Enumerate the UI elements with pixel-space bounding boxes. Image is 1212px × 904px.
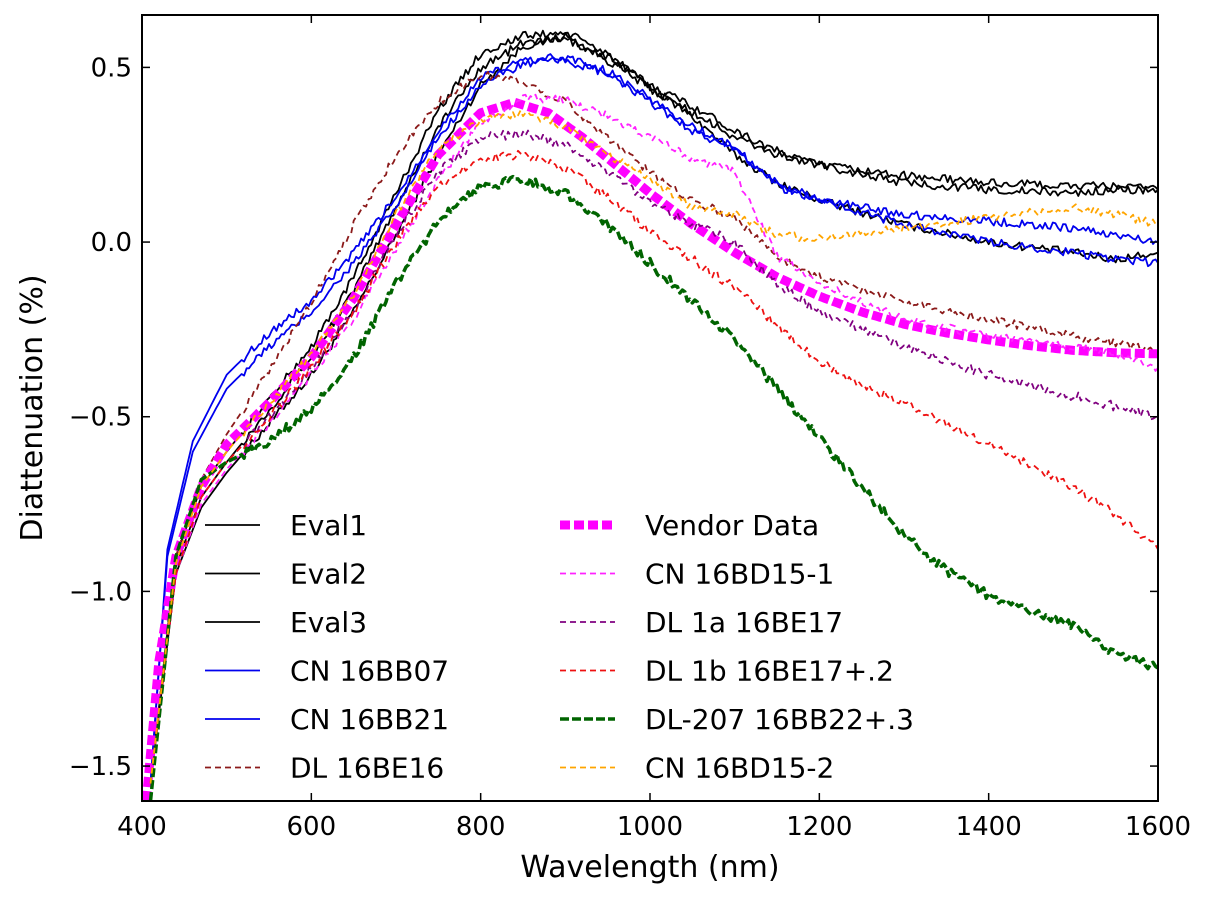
series-line-dl-16be16 bbox=[149, 70, 1158, 784]
series-line-dl-1b-16be17-2 bbox=[149, 149, 1158, 784]
x-tick-label: 600 bbox=[287, 812, 337, 842]
legend-label: CN 16BB21 bbox=[290, 703, 449, 736]
y-tick-label: 0.5 bbox=[91, 53, 132, 83]
series-line-cn-16bd15-1 bbox=[149, 93, 1158, 784]
y-tick-label: −0.5 bbox=[69, 403, 132, 433]
x-tick-label: 1200 bbox=[786, 812, 852, 842]
legend-label: Eval3 bbox=[290, 606, 367, 639]
series-line-cn-16bb21 bbox=[149, 53, 1158, 784]
legend-label: CN 16BB07 bbox=[290, 655, 449, 688]
legend: Eval1 Eval2 Eval3 CN 16BB07 CN 16BB21 DL 16BE… bbox=[205, 509, 914, 785]
legend-label: DL-207 16BB22+.3 bbox=[645, 703, 914, 736]
legend-label: DL 1a 16BE17 bbox=[645, 606, 843, 639]
y-axis-title: Diattenuation (%) bbox=[15, 274, 50, 541]
legend-label: DL 16BE16 bbox=[290, 752, 444, 785]
series-layer bbox=[142, 29, 1158, 801]
legend-label: Vendor Data bbox=[645, 509, 819, 542]
legend-label: Eval2 bbox=[290, 558, 367, 591]
x-tick-label: 400 bbox=[117, 812, 167, 842]
series-line-dl-207-16bb22-3 bbox=[148, 174, 1158, 801]
y-tick-label: −1.0 bbox=[69, 577, 132, 607]
x-tick-label: 1400 bbox=[956, 812, 1022, 842]
x-tick-label: 800 bbox=[456, 812, 506, 842]
x-axis-title: Wavelength (nm) bbox=[520, 850, 779, 885]
legend-label: DL 1b 16BE17+.2 bbox=[645, 655, 894, 688]
y-tick-label: −1.5 bbox=[69, 752, 132, 782]
series-line-cn-16bd15-2 bbox=[149, 109, 1158, 784]
x-tick-label: 1000 bbox=[617, 812, 683, 842]
series-line-vendor-data bbox=[142, 97, 1158, 801]
x-tick-label: 1600 bbox=[1125, 812, 1191, 842]
legend-label: CN 16BD15-1 bbox=[645, 558, 834, 591]
series-line-eval3 bbox=[149, 29, 1158, 784]
axis-layer: 400 600 800 1000 1200 1400 1600 −1.5 −1.0 −0.5 0.0… bbox=[69, 15, 1191, 842]
legend-label: CN 16BD15-2 bbox=[645, 752, 834, 785]
legend-label: Eval1 bbox=[290, 509, 367, 542]
y-tick-label: 0.0 bbox=[91, 228, 132, 258]
series-line-dl-1a-16be17 bbox=[149, 129, 1158, 784]
